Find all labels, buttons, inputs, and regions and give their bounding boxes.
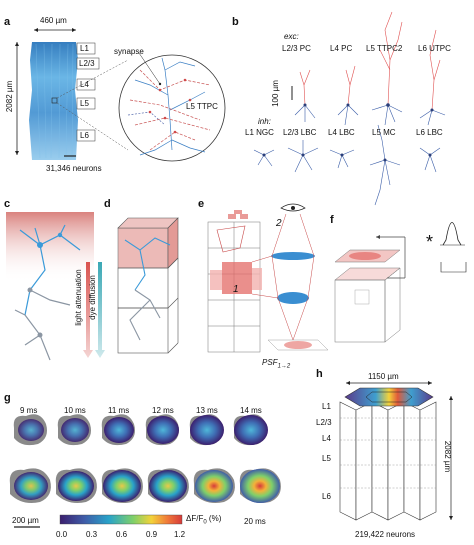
- colorbar-tick-3: 0.9: [146, 530, 158, 539]
- synapse-label: synapse: [114, 47, 144, 56]
- psf-main: PSF: [262, 358, 278, 367]
- panel-e-graphics: [207, 203, 329, 353]
- time-13ms: 13 ms: [196, 406, 218, 415]
- hex-layer-l23: L2/3: [316, 418, 332, 427]
- convolve-symbol: *: [426, 232, 434, 252]
- panel-f-graphics: [334, 222, 467, 343]
- hex-width-label: 1150 µm: [368, 372, 399, 381]
- layer-label-l1: L1: [80, 44, 89, 53]
- voxel-2-label: 2: [276, 218, 282, 229]
- voxel-1-label: 1: [233, 284, 239, 295]
- scale-label-b: 100 µm: [270, 80, 280, 107]
- colorbar-label-sub: 0: [203, 519, 207, 526]
- panel-d-graphics: [117, 217, 179, 354]
- exc-type-l5ttpc2: L5 TTPC2: [366, 44, 403, 53]
- panel-g-graphics: [9, 414, 281, 528]
- panel-b-graphics: [253, 11, 446, 206]
- exc-title: exc:: [284, 32, 299, 41]
- layer-label-l6: L6: [80, 131, 89, 140]
- light-attenuation-label: light attenuation: [73, 269, 83, 326]
- inh-type-l6lbc: L6 LBC: [416, 128, 443, 137]
- exc-type-l4pc: L4 PC: [330, 44, 353, 53]
- layer-label-l5: L5: [80, 99, 89, 108]
- colorbar-label: ΔF/F0 (%): [186, 514, 221, 526]
- layer-label-l4: L4: [80, 80, 89, 89]
- inh-title: inh:: [258, 117, 271, 126]
- panel-letter-h: h: [316, 368, 323, 380]
- psf-label: PSF1→2: [262, 358, 290, 370]
- neuron-count-a: 31,346 neurons: [46, 164, 102, 173]
- time-9ms: 9 ms: [20, 406, 38, 415]
- colorbar-tick-4: 1.2: [174, 530, 186, 539]
- panel-letter-d: d: [104, 198, 111, 210]
- inh-type-l4lbc: L4 LBC: [328, 128, 355, 137]
- inh-type-l5mc: L5 MC: [372, 128, 396, 137]
- time-10ms: 10 ms: [64, 406, 86, 415]
- hex-layer-l1: L1: [322, 402, 331, 411]
- inh-type-l23lbc: L2/3 LBC: [283, 128, 317, 137]
- row1-maps: [13, 414, 268, 446]
- time-14ms: 14 ms: [240, 406, 262, 415]
- dye-diffusion-label: dye diffusion: [87, 275, 97, 320]
- inh-type-l1ngc: L1 NGC: [245, 128, 274, 137]
- exc-type-l6utpc: L6 UTPC: [418, 44, 451, 53]
- colorbar-unit: (%): [208, 514, 222, 523]
- panel-c-graphics: [6, 212, 105, 361]
- hex-layer-l4: L4: [322, 434, 331, 443]
- panel-a-graphics: [15, 28, 226, 162]
- cell-type-label: L5 TTPC: [186, 102, 218, 111]
- panel-letter-b: b: [232, 16, 239, 28]
- panel-letter-f: f: [330, 214, 334, 226]
- neuron-count-h: 219,422 neurons: [355, 530, 416, 539]
- time-12ms: 12 ms: [152, 406, 174, 415]
- colorbar: [59, 514, 183, 525]
- hex-layer-l5: L5: [322, 454, 331, 463]
- time-20ms: 20 ms: [244, 517, 266, 526]
- panel-letter-c: c: [4, 198, 11, 210]
- colorbar-tick-1: 0.3: [86, 530, 98, 539]
- column-height-label: 2082 µm: [5, 80, 15, 113]
- exc-type-l23pc: L2/3 PC: [282, 44, 311, 53]
- layer-label-l23: L2/3: [79, 59, 95, 68]
- hex-layer-l6: L6: [322, 492, 331, 501]
- scale-label-g: 200 µm: [12, 516, 39, 525]
- colorbar-label-main: ΔF/F: [186, 514, 204, 523]
- psf-subscript: 1→2: [277, 363, 291, 370]
- panel-letter-e: e: [198, 198, 205, 210]
- time-11ms: 11 ms: [108, 406, 130, 415]
- panel-letter-a: a: [4, 16, 11, 28]
- row2-maps: [9, 468, 281, 503]
- column-width-label: 460 µm: [40, 16, 67, 25]
- colorbar-tick-0: 0.0: [56, 530, 68, 539]
- colorbar-tick-2: 0.6: [116, 530, 128, 539]
- hex-height-label: 2082 µm: [443, 440, 453, 473]
- panel-letter-g: g: [4, 392, 11, 404]
- panel-h-graphics: [339, 381, 453, 521]
